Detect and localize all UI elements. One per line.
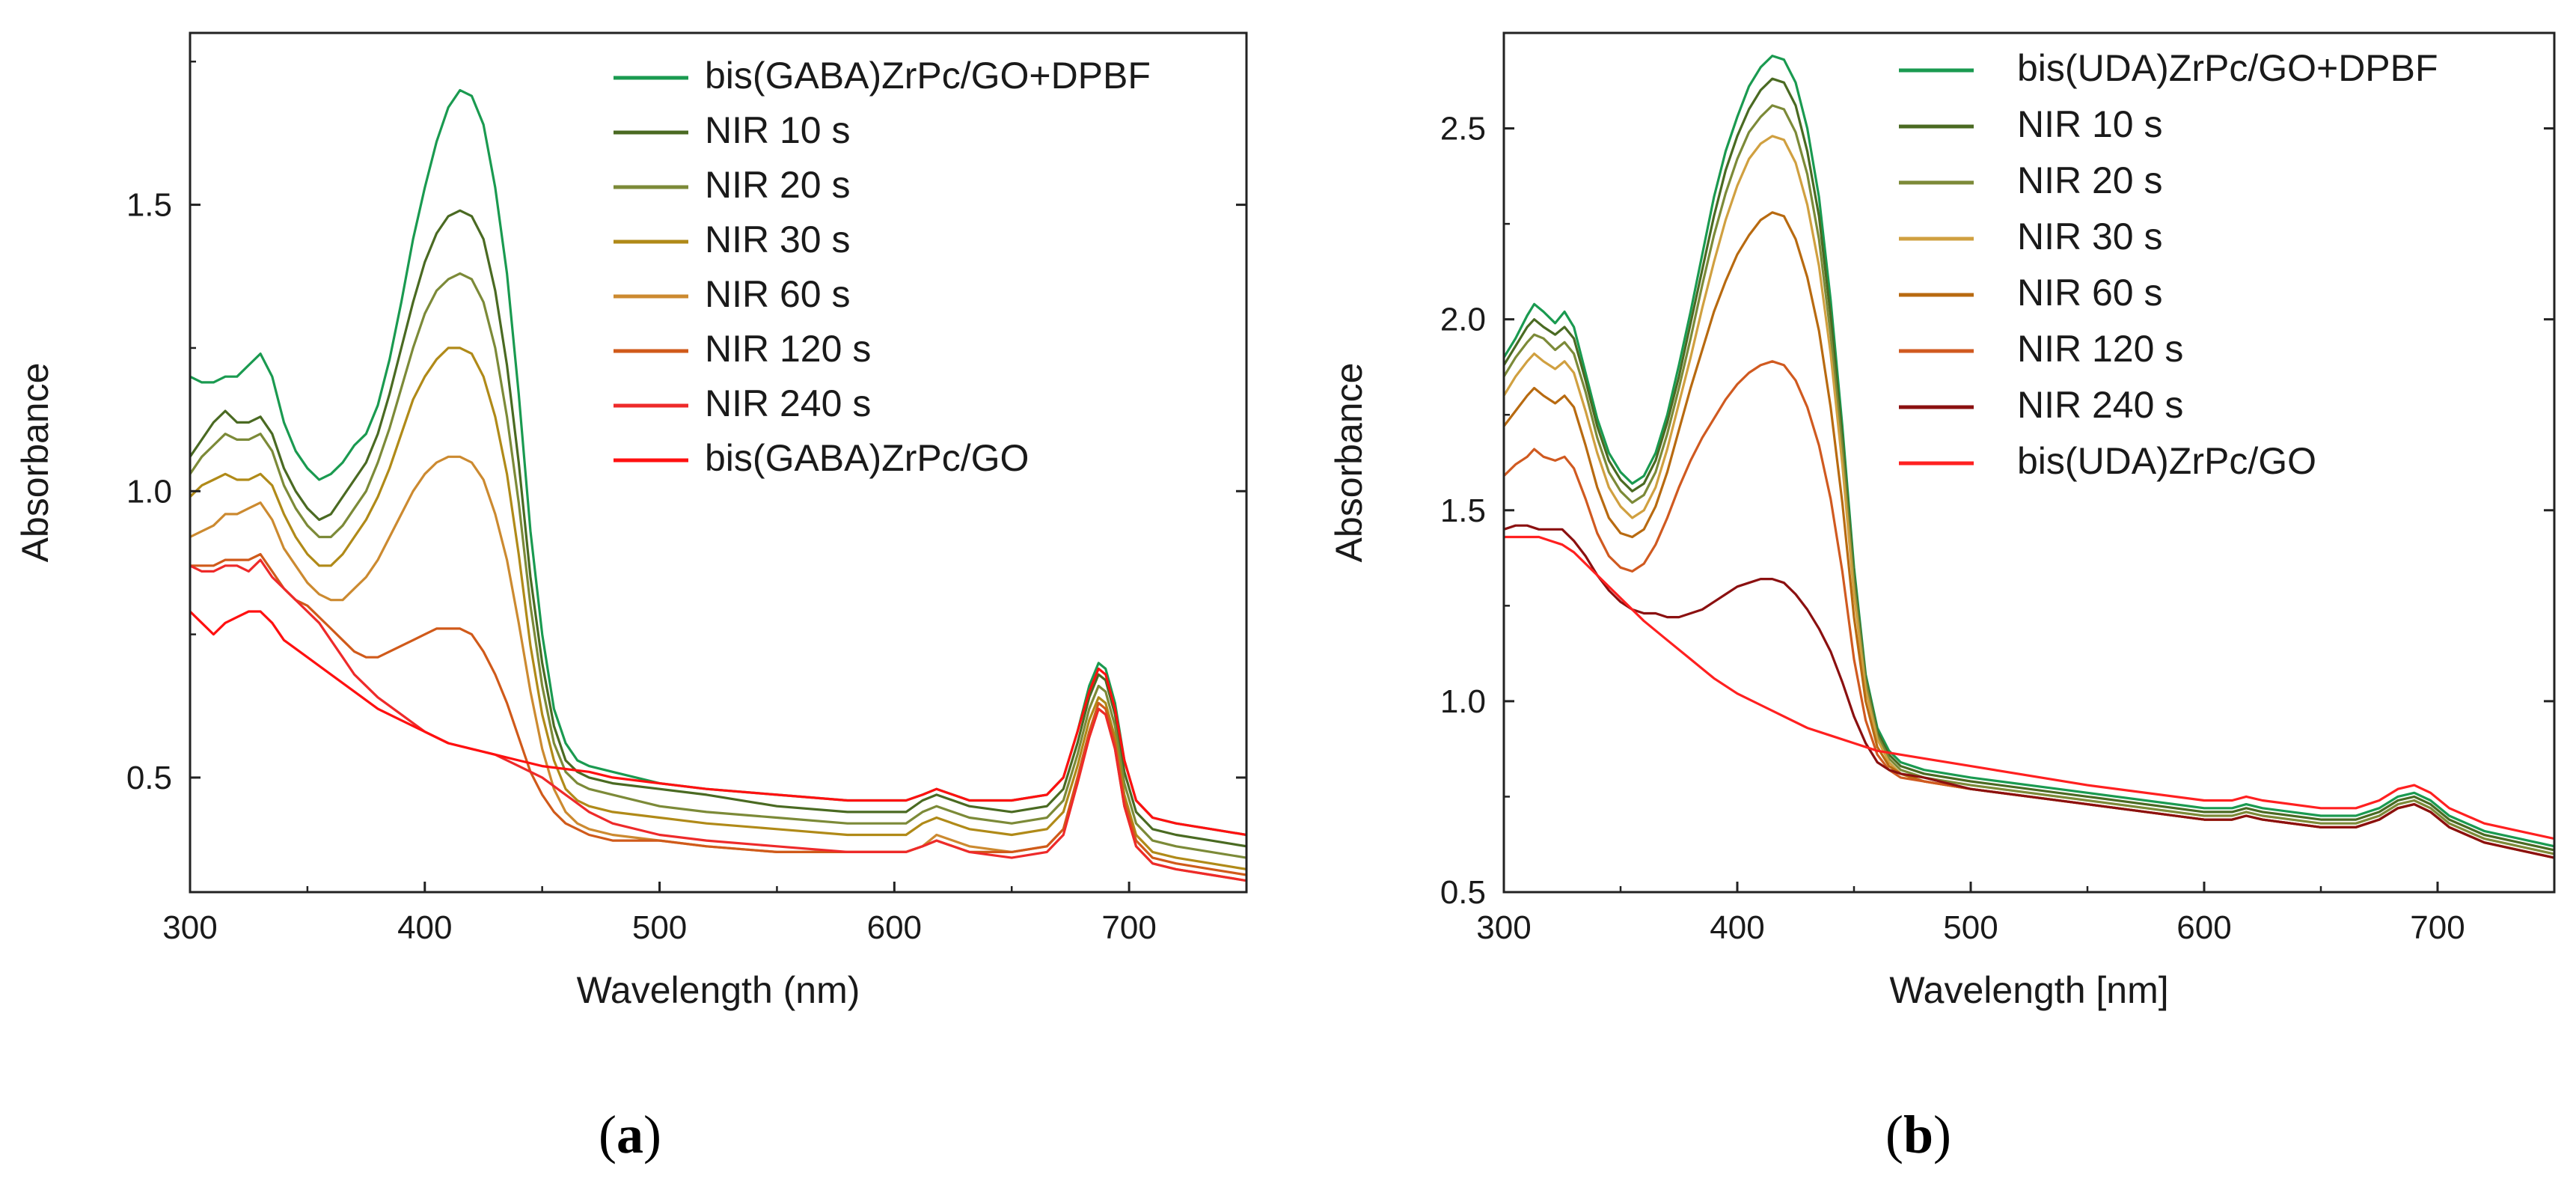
plot-area xyxy=(190,88,1246,882)
plot-frame xyxy=(1502,31,2556,894)
x-axis-label: Wavelength [nm] xyxy=(1889,969,2168,1011)
x-tick-label: 700 xyxy=(2410,909,2465,946)
y-tick-label: 1.5 xyxy=(126,187,172,224)
legend-entry-5: NIR 60 s xyxy=(705,273,851,315)
legend-entry-3: NIR 20 s xyxy=(2017,159,2163,201)
series-line-7 xyxy=(190,558,1246,882)
y-tick-label: 0.5 xyxy=(1440,874,1486,911)
plot-frame xyxy=(189,31,1248,894)
legend: bis(UDA)ZrPc/GO+DPBF NIR 10 s NIR 20 s NIR … xyxy=(1899,47,2438,482)
chart-panel-a: 300 400 500 600 700 0.5 1.0 1.5 Wavelength (nm) A… xyxy=(14,31,1248,1011)
legend-entry-8: bis(GABA)ZrPc/GO xyxy=(705,437,1029,479)
legend-entry-7: NIR 240 s xyxy=(2017,384,2183,426)
series-line-5 xyxy=(190,455,1246,882)
y-tick-label: 2.0 xyxy=(1440,302,1486,338)
legend-entry-2: NIR 10 s xyxy=(2017,103,2163,145)
series-line-8 xyxy=(1504,535,2554,840)
legend-entry-1: bis(GABA)ZrPc/GO+DPBF xyxy=(705,55,1151,97)
plot-area xyxy=(1504,55,2554,859)
y-tick-label: 0.5 xyxy=(126,760,172,796)
legend-entry-6: NIR 120 s xyxy=(705,328,871,370)
y-tick-label: 2.5 xyxy=(1440,111,1486,147)
x-tick-label: 500 xyxy=(632,909,687,946)
legend-entry-6: NIR 120 s xyxy=(2017,328,2183,370)
x-axis-label: Wavelength (nm) xyxy=(577,969,860,1011)
panel-b-label: (b) xyxy=(1885,1105,1951,1165)
chart-panel-b: 300 400 500 600 700 0.5 1.0 1.5 2.0 2.5 Wavelength… xyxy=(1328,31,2556,1011)
x-tick-label: 300 xyxy=(1476,909,1531,946)
legend-entry-4: NIR 30 s xyxy=(705,219,851,260)
y-tick-label: 1.0 xyxy=(1440,683,1486,720)
x-tick-label: 600 xyxy=(867,909,922,946)
x-tick-label: 300 xyxy=(162,909,217,946)
y-tick-label: 1.5 xyxy=(1440,492,1486,529)
series-line-2 xyxy=(1504,77,2554,852)
series-line-8 xyxy=(190,610,1246,837)
legend-entry-4: NIR 30 s xyxy=(2017,216,2163,257)
legend-entry-5: NIR 60 s xyxy=(2017,272,2163,314)
x-tick-label: 500 xyxy=(1943,909,1998,946)
series-line-7 xyxy=(1504,524,2554,859)
x-tick-label: 400 xyxy=(1710,909,1764,946)
series-line-3 xyxy=(1504,104,2554,855)
legend: bis(GABA)ZrPc/GO+DPBF NIR 10 s NIR 20 s NIR… xyxy=(614,55,1151,479)
x-tick-label: 400 xyxy=(397,909,452,946)
legend-entry-8: bis(UDA)ZrPc/GO xyxy=(2017,440,2316,482)
legend-entry-7: NIR 240 s xyxy=(705,382,871,424)
series-line-1 xyxy=(1504,55,2554,848)
series-line-4 xyxy=(190,347,1246,870)
panel-a-label: (a) xyxy=(599,1105,661,1165)
legend-entry-1: bis(UDA)ZrPc/GO+DPBF xyxy=(2017,47,2438,89)
y-axis-label: Absorbance xyxy=(14,363,56,563)
series-line-2 xyxy=(190,209,1246,848)
legend-entry-2: NIR 10 s xyxy=(705,109,851,151)
legend-entry-3: NIR 20 s xyxy=(705,164,851,206)
x-tick-label: 600 xyxy=(2176,909,2231,946)
y-tick-label: 1.0 xyxy=(126,473,172,510)
x-tick-label: 700 xyxy=(1101,909,1156,946)
y-axis-label: Absorbance xyxy=(1328,363,1370,563)
series-line-3 xyxy=(190,272,1246,859)
